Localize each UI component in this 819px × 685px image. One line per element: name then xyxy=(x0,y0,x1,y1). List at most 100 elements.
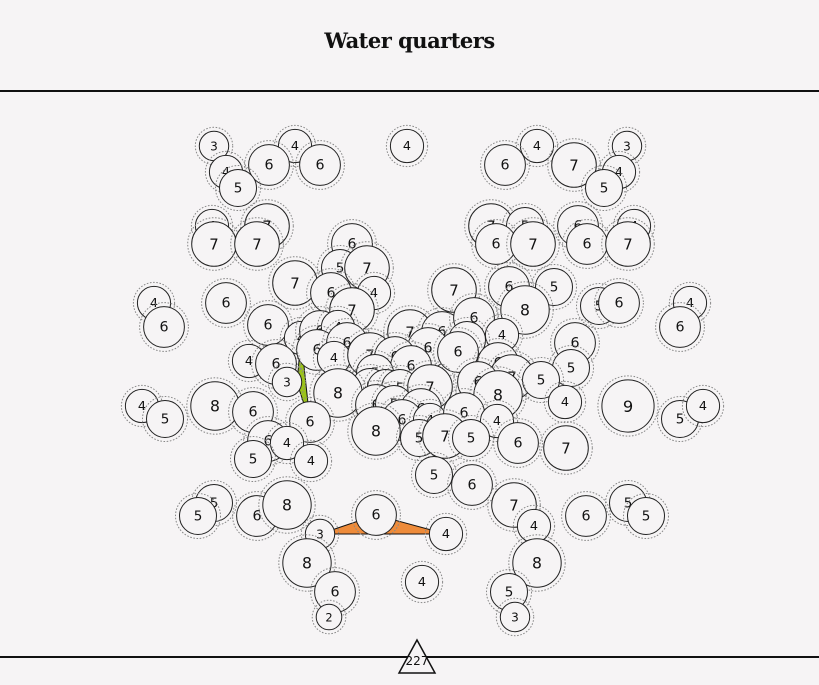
circle-body[interactable] xyxy=(547,384,583,420)
circle-body[interactable] xyxy=(389,128,425,164)
circle-body[interactable] xyxy=(685,388,721,424)
circle-halo xyxy=(502,203,548,249)
header-bar: Water quarters xyxy=(0,0,819,92)
circle-halo xyxy=(553,201,603,251)
circle-node[interactable]: 4 xyxy=(289,439,333,483)
circle-body[interactable] xyxy=(516,508,552,544)
circle-body[interactable] xyxy=(659,306,701,348)
circle-body[interactable] xyxy=(510,221,556,267)
circle-body[interactable] xyxy=(543,425,589,471)
circle-body[interactable] xyxy=(484,144,526,186)
circle-halo xyxy=(496,281,554,339)
triangle-icon xyxy=(397,638,437,674)
circle-halo xyxy=(508,534,566,592)
circle-node[interactable]: 4 xyxy=(681,384,725,428)
circle-body[interactable] xyxy=(234,221,280,267)
circle-node[interactable]: 4 xyxy=(385,124,429,168)
circle-body[interactable] xyxy=(299,144,341,186)
circle-node[interactable]: 7 xyxy=(539,421,593,475)
circle-body[interactable] xyxy=(565,495,607,537)
circle-body[interactable] xyxy=(605,221,651,267)
circle-halo xyxy=(581,165,627,211)
circle-body[interactable] xyxy=(497,422,539,464)
counter-value: 227 xyxy=(406,654,429,668)
circle-node[interactable]: 7 xyxy=(506,217,560,271)
circle-halo xyxy=(480,140,530,190)
circle-body[interactable] xyxy=(315,603,343,631)
circle-body[interactable] xyxy=(248,144,290,186)
circle-halo xyxy=(351,490,401,540)
circle-body[interactable] xyxy=(179,497,217,535)
circle-halo xyxy=(278,534,336,592)
circle-body[interactable] xyxy=(452,419,490,457)
circle-halo xyxy=(201,278,251,328)
circle-node[interactable]: 4 xyxy=(543,380,587,424)
circle-body[interactable] xyxy=(247,304,289,346)
circle-halo xyxy=(601,217,655,271)
circle-body[interactable] xyxy=(272,260,318,306)
circle-body[interactable] xyxy=(512,538,562,588)
circle-halo xyxy=(448,415,494,461)
circle-node[interactable]: 6 xyxy=(561,491,611,541)
circle-halo xyxy=(486,569,532,615)
circle-body[interactable] xyxy=(191,221,237,267)
circle-halo xyxy=(547,138,601,192)
circle-body[interactable] xyxy=(437,331,479,373)
circle-body[interactable] xyxy=(566,223,608,265)
circle-node[interactable]: 9 xyxy=(597,375,659,437)
circle-body[interactable] xyxy=(190,381,240,431)
circle-body[interactable] xyxy=(499,601,531,633)
circle-halo xyxy=(495,597,535,637)
circle-body[interactable] xyxy=(271,366,303,398)
circle-halo xyxy=(543,380,587,424)
circle-node[interactable]: 4 xyxy=(424,512,468,556)
circle-halo xyxy=(251,339,301,389)
circle-body[interactable] xyxy=(415,456,453,494)
counter-badge: 227 xyxy=(397,638,437,674)
circle-node[interactable]: 5 xyxy=(623,493,669,539)
circle-group: 3444346656745477767564676757764765466785… xyxy=(120,124,725,637)
circle-halo xyxy=(506,217,560,271)
circle-body[interactable] xyxy=(282,538,332,588)
circle-body[interactable] xyxy=(585,169,623,207)
circle-body[interactable] xyxy=(601,379,655,433)
circle-halo xyxy=(597,375,659,437)
circle-node[interactable]: 6 xyxy=(201,278,251,328)
circle-halo xyxy=(265,421,309,465)
circle-node[interactable]: 5 xyxy=(175,493,221,539)
circle-body[interactable] xyxy=(451,464,493,506)
circle-halo xyxy=(295,140,345,190)
circle-node[interactable]: 5 xyxy=(230,436,276,482)
circle-node[interactable]: 5 xyxy=(581,165,627,211)
circle-body[interactable] xyxy=(143,306,185,348)
circle-node[interactable]: 5 xyxy=(142,396,188,442)
circle-halo xyxy=(244,140,294,190)
circle-body[interactable] xyxy=(355,494,397,536)
circle-body[interactable] xyxy=(234,440,272,478)
circle-node[interactable]: 4 xyxy=(400,560,444,604)
circle-body[interactable] xyxy=(293,443,329,479)
circle-body[interactable] xyxy=(627,497,665,535)
circle-halo xyxy=(240,199,294,253)
circle-body[interactable] xyxy=(519,128,555,164)
circle-body[interactable] xyxy=(219,169,257,207)
circle-body[interactable] xyxy=(428,516,464,552)
circle-body[interactable] xyxy=(146,400,184,438)
circle-halo xyxy=(400,560,444,604)
circle-body[interactable] xyxy=(351,406,401,456)
circle-body[interactable] xyxy=(269,425,305,461)
circle-halo xyxy=(340,241,394,295)
circle-halo xyxy=(469,366,527,424)
circle-body[interactable] xyxy=(551,142,597,188)
circle-body[interactable] xyxy=(404,564,440,600)
circle-halo xyxy=(487,478,541,532)
circle-body[interactable] xyxy=(205,282,247,324)
circle-node[interactable]: 6 xyxy=(447,460,497,510)
circle-halo xyxy=(230,217,284,271)
circle-node[interactable]: 5 xyxy=(448,415,494,461)
circle-body[interactable] xyxy=(522,361,560,399)
circle-halo xyxy=(311,599,347,635)
circle-body[interactable] xyxy=(598,282,640,324)
circle-body[interactable] xyxy=(262,480,312,530)
